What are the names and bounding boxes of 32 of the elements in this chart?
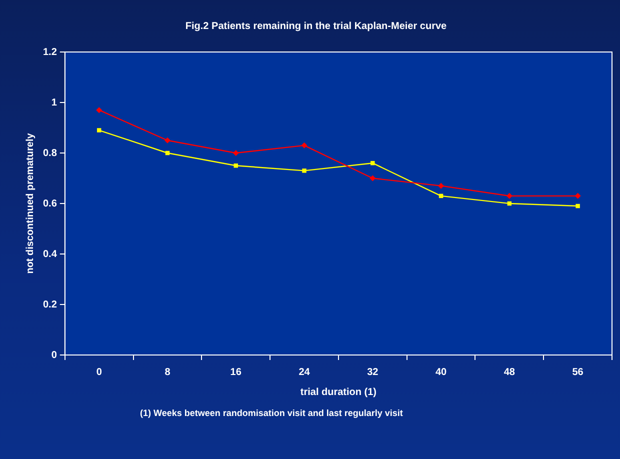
x-tick-label: 8 <box>164 366 171 378</box>
point <box>574 192 581 199</box>
y-tick-label: 0.2 <box>42 299 58 310</box>
x-tick-label: 24 <box>298 366 310 378</box>
point <box>232 150 239 156</box>
y-axis-title: not discontinued prematurely <box>24 132 36 274</box>
point <box>302 168 306 173</box>
point <box>576 204 580 208</box>
x-axis-title: trial duration (1) <box>300 386 377 398</box>
x-tick-label: 56 <box>572 366 584 378</box>
point <box>506 192 512 199</box>
text: (1) Weeks between randomisation visit and last regularly visit <box>140 408 403 418</box>
y-tick-label: 0 <box>51 350 58 361</box>
y-tick-label: 0.6 <box>42 198 58 210</box>
chart-title: Fig.2 Patients remaining in the trial Kaplan-Meier curve <box>185 20 448 32</box>
y-tick-label: 1.2 <box>42 46 58 58</box>
point <box>96 128 102 132</box>
x-tick-label: 0 <box>96 366 102 378</box>
point <box>370 175 376 182</box>
x-tick-label: 48 <box>504 366 516 378</box>
point <box>438 182 444 189</box>
x-tick-label: 32 <box>367 366 379 378</box>
point <box>96 107 102 114</box>
x-tick-label: 16 <box>230 366 242 378</box>
x-tick-label: 40 <box>435 366 448 378</box>
point <box>234 164 238 168</box>
y-tick-label: 0.4 <box>42 248 58 260</box>
y-tick-label: 0.8 <box>42 148 58 159</box>
point <box>164 137 170 144</box>
point <box>301 142 308 148</box>
y-tick-label: 1 <box>51 97 58 108</box>
point <box>370 160 375 166</box>
